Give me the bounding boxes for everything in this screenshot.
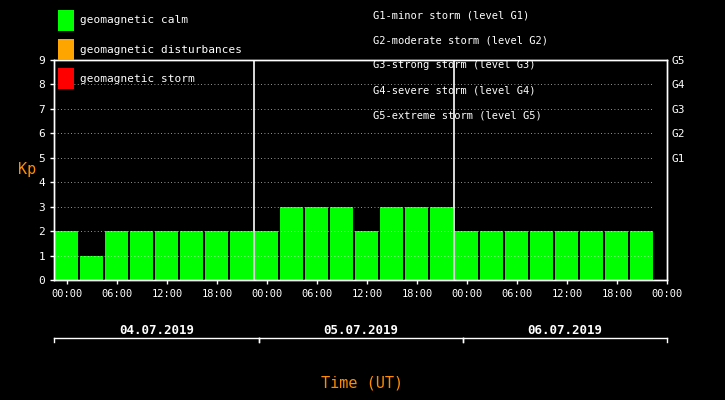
- Bar: [481, 231, 503, 280]
- Bar: [105, 231, 128, 280]
- Text: G2-moderate storm (level G2): G2-moderate storm (level G2): [373, 35, 548, 45]
- Y-axis label: Kp: Kp: [18, 162, 36, 178]
- Bar: [155, 231, 178, 280]
- Bar: [181, 231, 204, 280]
- Bar: [80, 256, 104, 280]
- Text: G5-extreme storm (level G5): G5-extreme storm (level G5): [373, 111, 542, 121]
- Text: geomagnetic calm: geomagnetic calm: [80, 16, 188, 26]
- Text: G1-minor storm (level G1): G1-minor storm (level G1): [373, 10, 530, 20]
- Bar: [631, 231, 653, 280]
- Bar: [455, 231, 479, 280]
- Bar: [605, 231, 629, 280]
- Bar: [331, 207, 353, 280]
- Bar: [281, 207, 304, 280]
- Text: 04.07.2019: 04.07.2019: [119, 324, 194, 336]
- Bar: [55, 231, 78, 280]
- Bar: [555, 231, 579, 280]
- Text: Time (UT): Time (UT): [321, 375, 404, 390]
- Bar: [381, 207, 403, 280]
- Bar: [431, 207, 453, 280]
- Bar: [505, 231, 529, 280]
- Text: G4-severe storm (level G4): G4-severe storm (level G4): [373, 86, 536, 96]
- Bar: [305, 207, 328, 280]
- Bar: [405, 207, 428, 280]
- Bar: [581, 231, 603, 280]
- Text: geomagnetic storm: geomagnetic storm: [80, 74, 194, 84]
- Bar: [231, 231, 254, 280]
- Bar: [130, 231, 154, 280]
- Text: geomagnetic disturbances: geomagnetic disturbances: [80, 45, 241, 55]
- Text: G3-strong storm (level G3): G3-strong storm (level G3): [373, 60, 536, 70]
- Bar: [255, 231, 278, 280]
- Text: 06.07.2019: 06.07.2019: [527, 324, 602, 336]
- Bar: [355, 231, 378, 280]
- Bar: [205, 231, 228, 280]
- Bar: [531, 231, 553, 280]
- Text: 05.07.2019: 05.07.2019: [323, 324, 398, 336]
